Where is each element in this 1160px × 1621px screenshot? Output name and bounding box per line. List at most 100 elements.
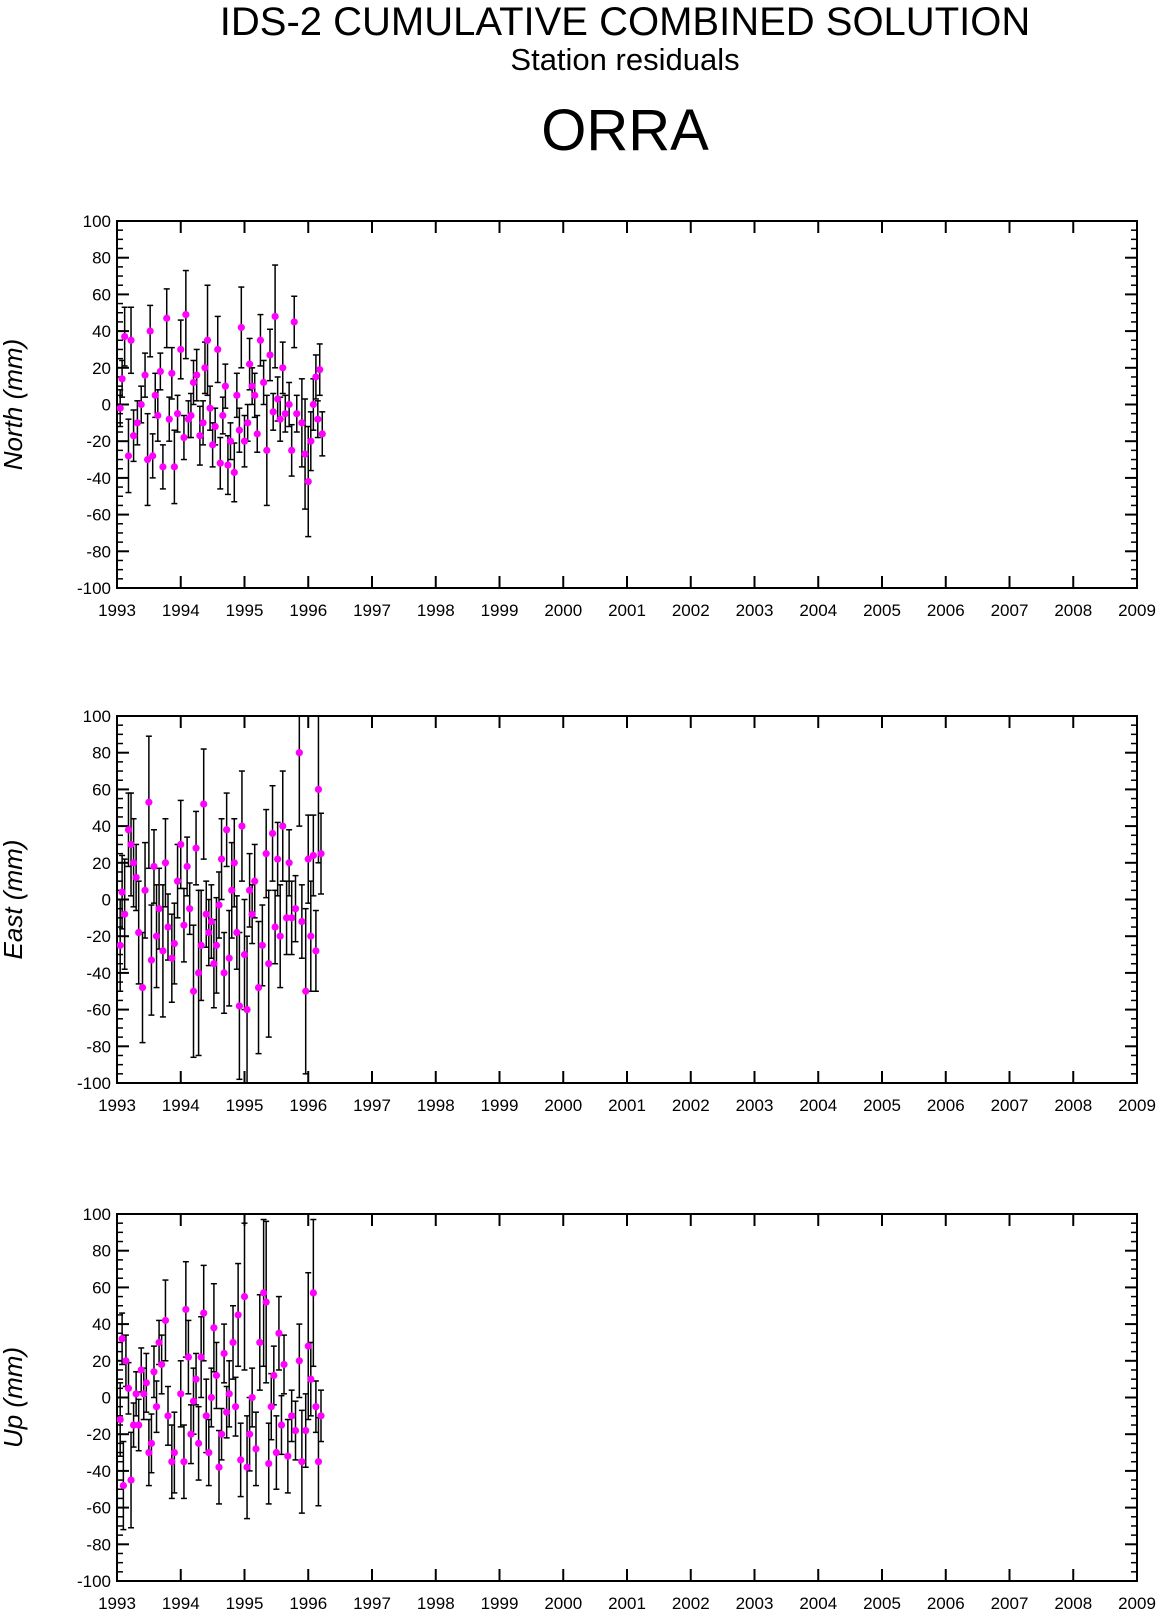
data-point [228, 886, 236, 894]
data-point [129, 859, 138, 867]
data-point [285, 400, 293, 409]
data-point [138, 983, 147, 992]
chart-panel-1: 100 80 60 40 20 0 -20 -40 -60 -80 -100 1993 1994 1995… [0, 212, 1156, 620]
y-tick-label: 100 [83, 707, 111, 726]
data-point [118, 1335, 126, 1343]
data-point [117, 941, 124, 949]
data-point [307, 1375, 315, 1383]
chart-panel-3: 100 80 60 40 20 0 -20 -40 -60 -80 -100 1993 1994 1995… [0, 1205, 1156, 1613]
plot-frame [116, 715, 1138, 1084]
data-point [274, 395, 282, 403]
data-point [246, 886, 254, 894]
data-point [291, 1426, 300, 1435]
data-point [170, 939, 178, 948]
data-point [209, 441, 217, 449]
data-point [234, 1311, 242, 1319]
x-tick-label: 1993 [98, 1594, 136, 1613]
data-point [146, 327, 154, 335]
data-point [224, 461, 232, 469]
x-tick-label: 2008 [1054, 1594, 1092, 1613]
data-point [265, 960, 273, 968]
data-point [251, 877, 259, 885]
data-point [269, 408, 277, 416]
y-tick-label: -80 [86, 542, 111, 561]
data-point [206, 404, 214, 412]
data-point [274, 855, 282, 863]
data-point [177, 1390, 185, 1398]
x-tick-label: 2001 [608, 1096, 646, 1115]
data-point [230, 859, 238, 867]
data-point [168, 954, 176, 962]
chart-title: IDS-2 CUMULATIVE COMBINED SOLUTION [219, 0, 1031, 44]
data-point [129, 432, 138, 440]
data-point [215, 901, 223, 909]
plot-frame [116, 220, 1138, 589]
y-tick-label: 60 [92, 780, 111, 799]
data-point [298, 419, 306, 427]
data-point [189, 1397, 198, 1405]
data-series [117, 264, 326, 538]
x-tick-label: 2001 [608, 601, 646, 620]
data-point [199, 419, 207, 427]
data-point [141, 886, 149, 894]
data-point [231, 1403, 240, 1411]
data-point [258, 941, 266, 949]
data-point [221, 382, 229, 390]
y-tick-label: -100 [77, 1572, 111, 1591]
data-point [127, 1476, 135, 1484]
data-point [266, 351, 274, 359]
data-point [220, 969, 228, 977]
data-series [117, 716, 325, 1083]
data-point [180, 921, 188, 929]
y-tick-label: 80 [92, 1242, 111, 1261]
data-point [197, 1353, 205, 1361]
y-tick-label: 40 [92, 1315, 111, 1334]
data-point [135, 928, 143, 937]
data-point [170, 463, 178, 471]
x-tick-label: 1999 [481, 1096, 519, 1115]
x-tick-label: 2007 [991, 1096, 1029, 1115]
data-point [295, 1357, 303, 1365]
data-point [235, 1002, 243, 1010]
x-tick-label: 1994 [162, 601, 200, 620]
data-point [142, 1379, 150, 1387]
data-point [256, 1338, 264, 1347]
x-tick-label: 2002 [672, 601, 710, 620]
data-point [212, 941, 221, 949]
data-point [210, 1324, 218, 1332]
x-tick-label: 2000 [544, 601, 582, 620]
y-tick-label: -40 [86, 964, 111, 983]
x-tick-label: 1999 [481, 601, 519, 620]
data-point [262, 850, 270, 858]
data-point [173, 410, 182, 418]
data-point [288, 914, 296, 922]
x-tick-label: 2004 [799, 601, 837, 620]
data-point [124, 1384, 133, 1392]
x-tick-label: 2003 [736, 1594, 774, 1613]
y-axis-label: East (mm) [0, 840, 28, 960]
y-axis-label: North (mm) [0, 339, 28, 470]
data-point [196, 432, 204, 440]
data-point [129, 1421, 138, 1429]
x-tick-label: 2001 [608, 1594, 646, 1613]
y-tick-label: 80 [92, 249, 111, 268]
data-point [207, 917, 215, 926]
data-point [284, 1452, 292, 1460]
data-point [295, 749, 303, 757]
data-point [271, 923, 279, 931]
data-point [265, 1459, 273, 1468]
data-point [183, 862, 191, 871]
data-point [159, 463, 167, 471]
data-point [304, 1342, 312, 1350]
data-point [314, 1458, 323, 1466]
data-point [141, 371, 149, 379]
data-point [210, 960, 218, 968]
data-point [189, 987, 198, 995]
y-tick-label: 40 [92, 322, 111, 341]
y-tick-label: -40 [86, 1462, 111, 1481]
data-point [156, 367, 164, 376]
y-tick-label: 20 [92, 359, 111, 378]
data-series [117, 1218, 325, 1531]
data-point [145, 798, 153, 806]
data-point [207, 1393, 215, 1402]
